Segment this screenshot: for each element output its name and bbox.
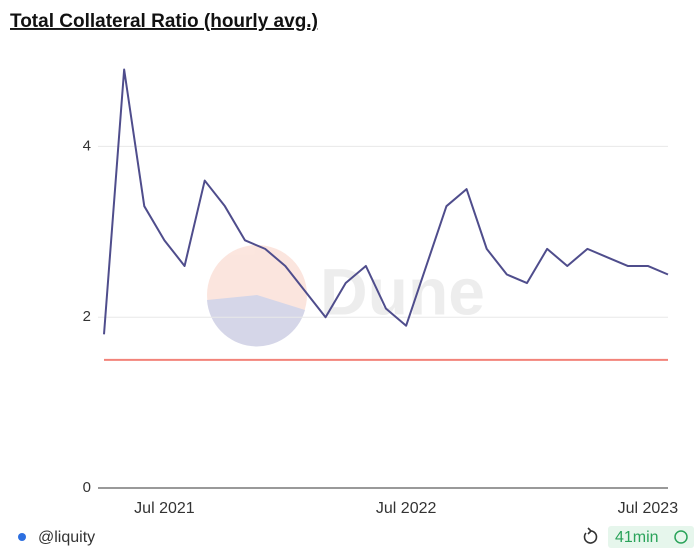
author-icon	[18, 533, 26, 541]
watermark-circle	[207, 245, 307, 345]
y-tick-label: 0	[83, 479, 91, 496]
watermark-text: Dune	[320, 254, 485, 328]
x-tick-label: Jul 2021	[134, 500, 195, 517]
series-line	[103, 68, 669, 335]
chart-title: Total Collateral Ratio (hourly avg.)	[10, 11, 318, 32]
x-tick-label: Jul 2022	[376, 500, 437, 517]
refresh-badge	[608, 526, 694, 548]
refresh-time: 41min	[615, 529, 659, 546]
watermark: Dune	[207, 245, 485, 347]
y-tick-label: 4	[83, 137, 91, 154]
y-tick-label: 2	[83, 308, 91, 325]
refresh-icon[interactable]	[583, 527, 598, 544]
x-tick-label: Jul 2023	[618, 500, 679, 517]
watermark-slice	[207, 295, 305, 347]
check-icon	[674, 530, 688, 544]
author[interactable]: @liquity	[38, 529, 95, 546]
